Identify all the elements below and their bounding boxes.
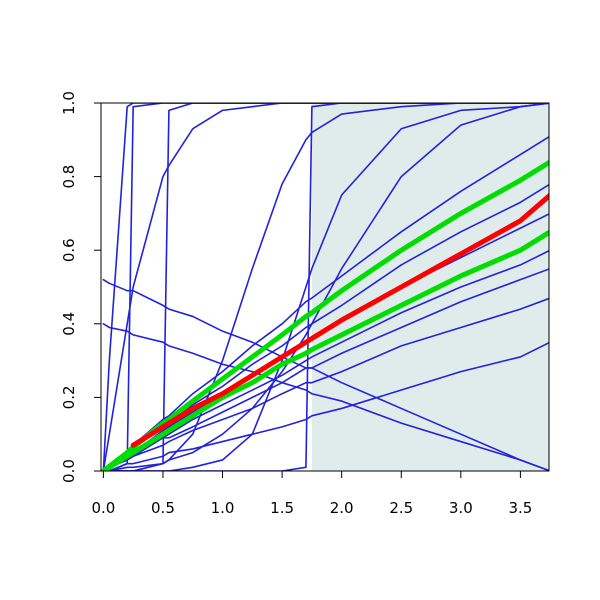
y-tick-label: 0.0 xyxy=(60,459,78,483)
line xyxy=(102,103,549,471)
plot-frame xyxy=(100,102,550,472)
line xyxy=(102,278,549,471)
line xyxy=(102,103,549,471)
x-tick-label: 2.5 xyxy=(389,499,413,517)
y-tick-label: 0.2 xyxy=(60,385,78,409)
y-tick-label: 0.4 xyxy=(60,312,78,336)
y-tick-label: 1.0 xyxy=(60,91,78,115)
line xyxy=(102,103,549,471)
line xyxy=(102,103,549,471)
x-tick-label: 0.5 xyxy=(151,499,175,517)
x-tick-label: 3.5 xyxy=(508,499,532,517)
line xyxy=(102,323,549,471)
x-tick-label: 2.0 xyxy=(330,499,354,517)
plot-area xyxy=(101,103,549,471)
y-tick-label: 0.8 xyxy=(60,165,78,189)
x-tick-label: 1.0 xyxy=(211,499,235,517)
line xyxy=(102,103,549,471)
y-tick-label: 0.6 xyxy=(60,238,78,262)
highlight-line xyxy=(101,229,549,471)
highlight-line xyxy=(130,192,549,448)
x-tick-label: 0.0 xyxy=(91,499,115,517)
highlight-line xyxy=(101,159,549,471)
x-tick-label: 1.5 xyxy=(270,499,294,517)
x-tick-label: 3.0 xyxy=(449,499,473,517)
line xyxy=(102,103,549,471)
